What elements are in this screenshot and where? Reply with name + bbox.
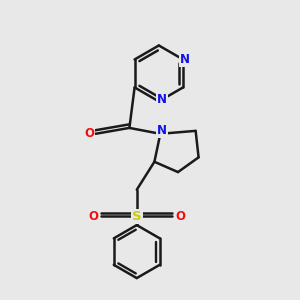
- Text: S: S: [132, 210, 142, 223]
- Text: O: O: [84, 127, 94, 140]
- Text: N: N: [157, 93, 167, 106]
- Text: N: N: [179, 53, 190, 66]
- Text: O: O: [88, 210, 98, 223]
- Text: N: N: [157, 124, 167, 137]
- Text: O: O: [175, 210, 185, 223]
